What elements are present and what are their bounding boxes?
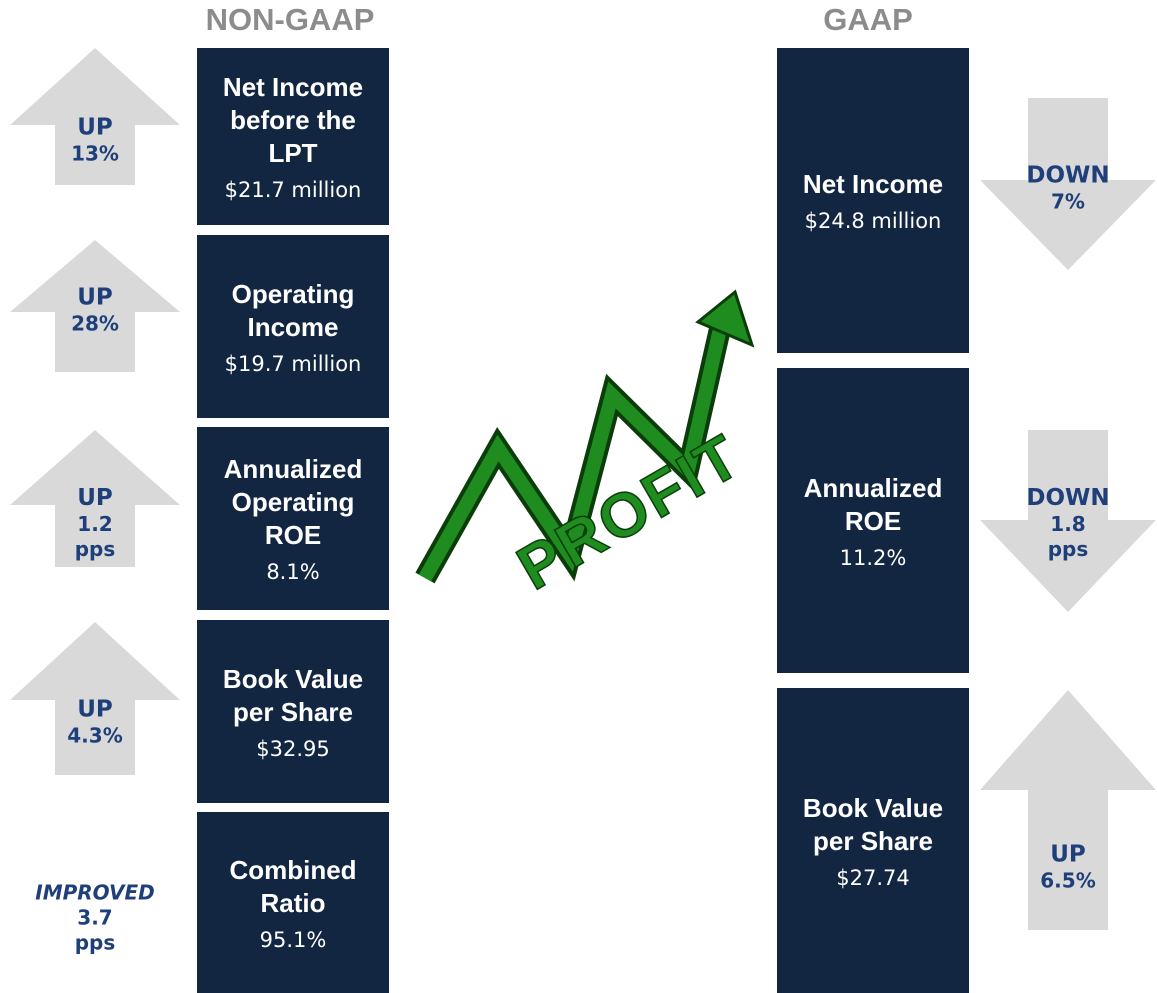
label-line: Income bbox=[232, 311, 355, 344]
change-line: DOWN bbox=[983, 162, 1153, 190]
label-line: LPT bbox=[223, 137, 363, 170]
label-line: Net Income bbox=[223, 71, 363, 104]
change-line: 4.3% bbox=[10, 724, 180, 749]
change-line: 3.7 bbox=[10, 906, 180, 931]
change-line: UP bbox=[10, 696, 180, 724]
metric-value: $24.8 million bbox=[805, 209, 942, 233]
change-line: UP bbox=[10, 284, 180, 312]
up-arrow bbox=[980, 690, 1156, 930]
label-line: Book Value bbox=[223, 663, 363, 696]
metric-value: 95.1% bbox=[260, 928, 327, 952]
change-line: 13% bbox=[10, 142, 180, 167]
label-line: before the bbox=[223, 104, 363, 137]
change-line: 6.5% bbox=[983, 869, 1153, 894]
label-line: ROE bbox=[804, 505, 943, 538]
change-line: pps bbox=[10, 931, 180, 956]
label-line: Book Value bbox=[803, 792, 943, 825]
change-line: 1.8 bbox=[983, 512, 1153, 537]
label-line: per Share bbox=[223, 696, 363, 729]
infographic: PROFIT NON-GAAP GAAP Net Incomebefore th… bbox=[0, 0, 1157, 993]
label-line: per Share bbox=[803, 825, 943, 858]
metric-value: $32.95 bbox=[256, 737, 329, 761]
change-line: UP bbox=[983, 841, 1153, 869]
metric-value: 11.2% bbox=[840, 546, 907, 570]
change-line: 7% bbox=[983, 190, 1153, 215]
metric-box: Net Income $24.8 million bbox=[777, 48, 969, 353]
change-line: pps bbox=[983, 537, 1153, 562]
label-line: Combined bbox=[229, 854, 356, 887]
label-line: Annualized bbox=[804, 472, 943, 505]
change-line: UP bbox=[10, 484, 180, 512]
left-header: NON-GAAP bbox=[170, 2, 410, 38]
label-line: Net Income bbox=[803, 168, 943, 201]
label-line: Operating bbox=[224, 486, 363, 519]
change-line: 1.2 bbox=[10, 512, 180, 537]
metric-value: $19.7 million bbox=[225, 352, 362, 376]
label-line: ROE bbox=[224, 519, 363, 552]
change-line: DOWN bbox=[983, 484, 1153, 512]
metric-label: Net Income bbox=[803, 168, 943, 201]
metric-value: $27.74 bbox=[836, 866, 909, 890]
change-line: IMPROVED bbox=[10, 881, 180, 906]
change-line: 28% bbox=[10, 312, 180, 337]
change-line: UP bbox=[10, 114, 180, 142]
label-line: Operating bbox=[232, 278, 355, 311]
right-header: GAAP bbox=[748, 2, 988, 38]
metric-value: 8.1% bbox=[266, 560, 319, 584]
label-line: Ratio bbox=[229, 887, 356, 920]
change-line: pps bbox=[10, 537, 180, 562]
label-line: Annualized bbox=[224, 453, 363, 486]
metric-value: $21.7 million bbox=[225, 178, 362, 202]
